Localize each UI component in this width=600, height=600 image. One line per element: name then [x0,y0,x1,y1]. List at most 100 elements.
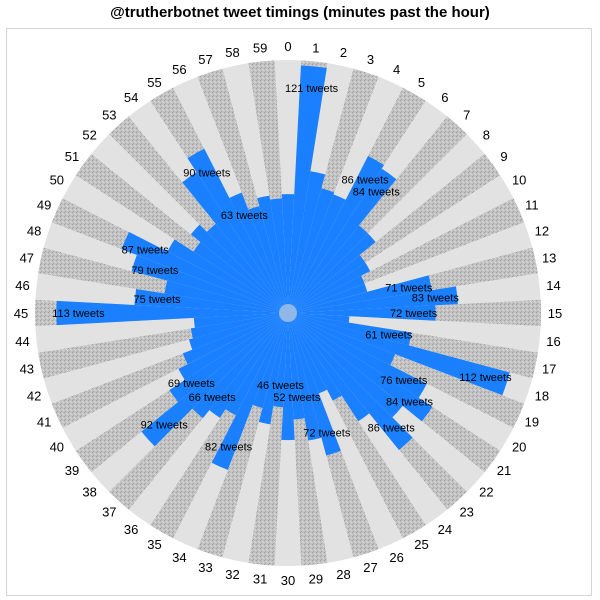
minute-label-56: 56 [172,62,186,77]
count-label-minute-29: 52 tweets [273,392,321,404]
bar-minute-21 [288,313,433,422]
bar-minute-23 [288,313,413,450]
minute-label-52: 52 [82,127,96,142]
count-label-minute-38: 92 tweets [141,420,189,432]
bar-minute-42 [189,313,288,350]
bar-minute-33 [252,313,288,409]
band-minute-0 [274,60,302,313]
minute-label-46: 46 [15,278,29,293]
bar-minute-44 [193,313,288,328]
bar-minute-58 [257,195,288,313]
count-label-minute-13: 71 tweets [385,282,433,294]
minute-label-14: 14 [546,278,560,293]
minute-label-55: 55 [147,75,161,90]
count-label-minute-18: 112 tweets [459,372,512,384]
minute-label-7: 7 [463,108,470,123]
minute-label-39: 39 [65,463,79,478]
bar-minute-5 [288,155,384,313]
minute-label-51: 51 [65,149,79,164]
bar-minute-25 [288,313,342,401]
count-label-minute-6: 84 tweets [353,187,401,199]
count-label-minute-27: 72 tweets [303,427,351,439]
minute-label-59: 59 [253,41,267,56]
bar-minute-20 [288,313,427,398]
minute-label-45: 45 [14,306,28,321]
bar-minute-38 [141,313,288,447]
bar-minute-28 [288,313,322,441]
bar-minute-43 [190,313,288,339]
bar-minute-7 [288,225,368,313]
bar-minute-52 [190,224,288,313]
count-label-minute-37: 66 tweets [189,392,237,404]
minute-label-0: 0 [284,39,291,54]
minute-label-12: 12 [535,224,549,239]
minute-label-10: 10 [512,173,526,188]
minute-label-6: 6 [441,90,448,105]
minute-label-32: 32 [225,567,239,582]
minute-label-3: 3 [367,52,374,67]
minute-label-20: 20 [512,440,526,455]
bar-minute-14 [288,286,458,313]
count-label-minute-23: 86 tweets [368,423,416,435]
minute-label-41: 41 [37,415,51,430]
minute-label-37: 37 [102,504,116,519]
bar-minute-10 [288,262,371,313]
bar-minute-17 [288,313,412,346]
minute-label-11: 11 [525,197,539,212]
bar-minute-49 [121,232,288,313]
bar-minute-37 [192,313,288,419]
bar-minute-1 [288,65,327,313]
bar-minute-26 [288,313,328,394]
minute-label-33: 33 [198,560,212,575]
bar-minute-45 [56,300,288,326]
bar-minute-31 [273,313,288,408]
minute-label-26: 26 [389,550,403,565]
minute-label-47: 47 [20,251,34,266]
minute-label-27: 27 [363,560,377,575]
count-label-minute-45: 113 tweets [52,308,105,320]
count-label-minute-48: 79 tweets [131,265,179,277]
minute-label-19: 19 [525,415,539,430]
minute-label-30: 30 [281,573,295,588]
bar-minute-27 [288,313,341,456]
bar-minute-3 [288,188,335,313]
minute-label-43: 43 [20,362,34,377]
bar-minute-12 [288,283,368,313]
count-label-minute-56: 63 tweets [221,210,269,222]
bar-minute-53 [206,223,288,313]
minute-label-35: 35 [147,537,161,552]
bar-minute-30 [281,313,295,441]
count-label-minute-20: 76 tweets [380,375,428,387]
minute-label-29: 29 [309,572,323,587]
minute-label-2: 2 [340,45,347,60]
minute-label-22: 22 [479,485,493,500]
minute-label-18: 18 [535,389,549,404]
bar-minute-59 [270,198,288,313]
count-label-minute-14: 83 tweets [412,293,460,305]
count-label-minute-55: 90 tweets [183,167,231,179]
bar-minute-34 [211,313,288,470]
minute-label-36: 36 [124,522,138,537]
minute-label-21: 21 [497,463,511,478]
bar-minute-9 [288,254,366,313]
bar-minute-40 [178,313,288,380]
minute-label-54: 54 [124,90,138,105]
minute-label-40: 40 [50,440,64,455]
minute-labels: 0 1 2 3456789101112131415161718192021222324… [14,39,562,588]
bar-minute-15 [288,305,436,321]
bar-minute-13 [288,275,432,313]
bar-minute-50 [167,239,288,313]
minute-label-25: 25 [414,537,428,552]
minute-label-50: 50 [50,173,64,188]
minute-label-1: 1 [312,41,319,56]
bar-minute-41 [182,313,288,365]
bar-minute-8 [288,233,376,313]
bar-minute-51 [193,242,288,313]
minute-label-31: 31 [253,572,267,587]
bar-minute-46 [134,288,288,313]
bar-minute-47 [164,280,288,313]
count-label-minute-5: 86 tweets [342,174,390,186]
bar-minute-29 [288,313,305,420]
count-label-minute-39: 69 tweets [168,378,216,390]
